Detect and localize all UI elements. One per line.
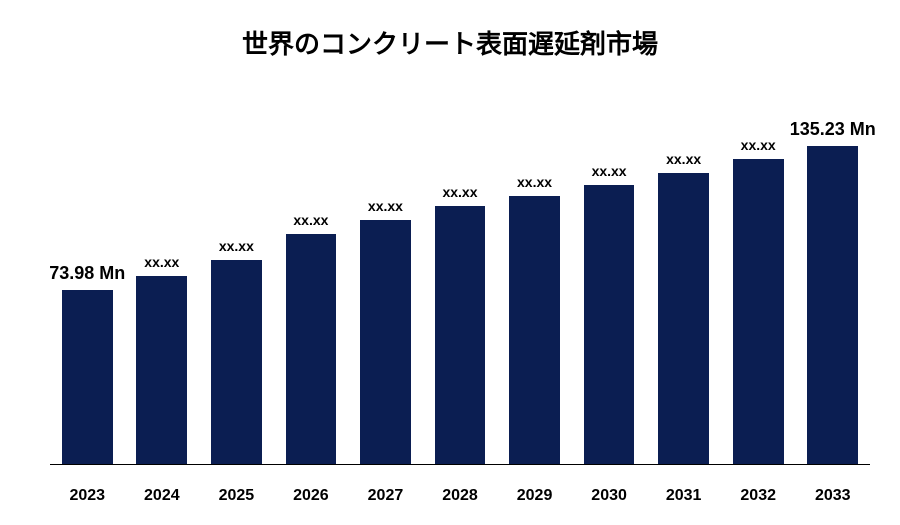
bar (136, 276, 187, 464)
bar (286, 234, 337, 464)
bars-container: 73.98 Mnxx.xxxx.xxxx.xxxx.xxxx.xxxx.xxxx… (50, 100, 870, 465)
x-axis-label: 2027 (348, 487, 423, 505)
x-axis-label: 2025 (199, 487, 274, 505)
bar-value-label: 135.23 Mn (763, 119, 900, 140)
bar-wrap: xx.xx (199, 100, 274, 464)
x-axis-label: 2023 (50, 487, 125, 505)
x-axis-label: 2029 (497, 487, 572, 505)
x-axis-label: 2032 (721, 487, 796, 505)
chart-title: 世界のコンクリート表面遅延剤市場 (0, 0, 900, 61)
bar-wrap: xx.xx (721, 100, 796, 464)
bar-wrap: xx.xx (646, 100, 721, 464)
bar (807, 146, 858, 464)
bar-wrap: xx.xx (423, 100, 498, 464)
x-axis-label: 2030 (572, 487, 647, 505)
bar-wrap: xx.xx (348, 100, 423, 464)
bar (509, 196, 560, 464)
x-axis-label: 2028 (423, 487, 498, 505)
bar-wrap: xx.xx (274, 100, 349, 464)
x-axis-labels: 2023202420252026202720282029203020312032… (50, 487, 870, 505)
chart-area: 73.98 Mnxx.xxxx.xxxx.xxxx.xxxx.xxxx.xxxx… (50, 100, 870, 465)
x-axis-label: 2026 (274, 487, 349, 505)
bar (211, 260, 262, 464)
bar (733, 159, 784, 464)
bar-wrap: xx.xx (497, 100, 572, 464)
bar (658, 173, 709, 464)
bar (435, 206, 486, 464)
bar (360, 220, 411, 464)
x-axis-label: 2031 (646, 487, 721, 505)
bar-wrap: xx.xx (125, 100, 200, 464)
bar-wrap: 135.23 Mn (795, 100, 870, 464)
x-axis-label: 2033 (795, 487, 870, 505)
x-axis-label: 2024 (125, 487, 200, 505)
bar-wrap: 73.98 Mn (50, 100, 125, 464)
bar (62, 290, 113, 464)
bar (584, 185, 635, 464)
